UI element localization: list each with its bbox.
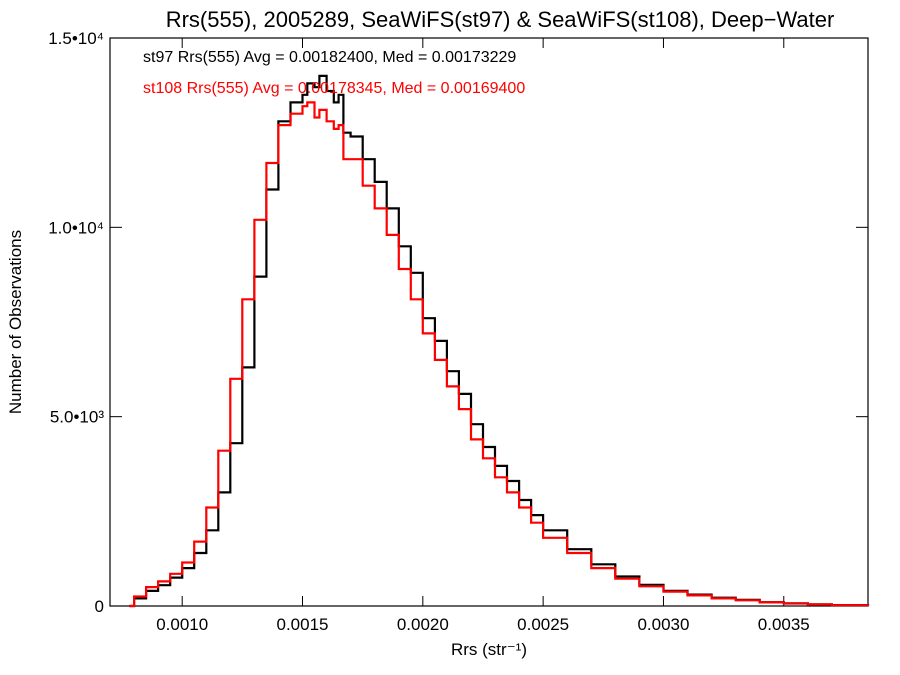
y-tick-label: 0 — [95, 597, 104, 616]
series-st97-annotation: st97 Rrs(555) Avg = 0.00182400, Med = 0.… — [143, 49, 516, 66]
x-tick-label: 0.0025 — [517, 615, 569, 634]
plot-frame — [109, 37, 869, 607]
y-axis-label: Number of Observations — [6, 230, 25, 414]
series-st97-line — [129, 74, 870, 608]
y-tick-label: 1.0•10⁴ — [48, 218, 104, 237]
x-tick-label: 0.0015 — [277, 615, 329, 634]
plot-area — [129, 74, 870, 608]
x-tick-label: 0.0020 — [397, 615, 449, 634]
series-st108-annotation: st108 Rrs(555) Avg = 0.00178345, Med = 0… — [143, 80, 525, 97]
x-tick-label: 0.0030 — [637, 615, 689, 634]
x-tick-label: 0.0010 — [156, 615, 208, 634]
y-tick-label: 1.5•10⁴ — [48, 29, 104, 48]
x-axis-ticks: 0.0010 0.0015 0.0020 0.0025 0.0030 0.0035 — [156, 38, 810, 634]
chart-title: Rrs(555), 2005289, SeaWiFS(st97) & SeaWi… — [166, 7, 835, 32]
x-axis-label: Rrs (str⁻¹) — [451, 640, 527, 659]
x-tick-label: 0.0035 — [758, 615, 810, 634]
series-st108-line — [129, 101, 870, 608]
y-axis-ticks: 0 5.0•10³ 1.0•10⁴ 1.5•10⁴ — [48, 29, 868, 616]
y-tick-label: 5.0•10³ — [50, 408, 104, 427]
